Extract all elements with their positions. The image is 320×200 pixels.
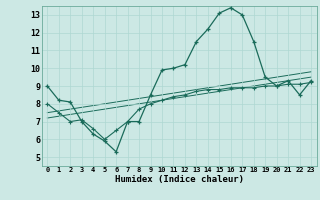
X-axis label: Humidex (Indice chaleur): Humidex (Indice chaleur) — [115, 175, 244, 184]
